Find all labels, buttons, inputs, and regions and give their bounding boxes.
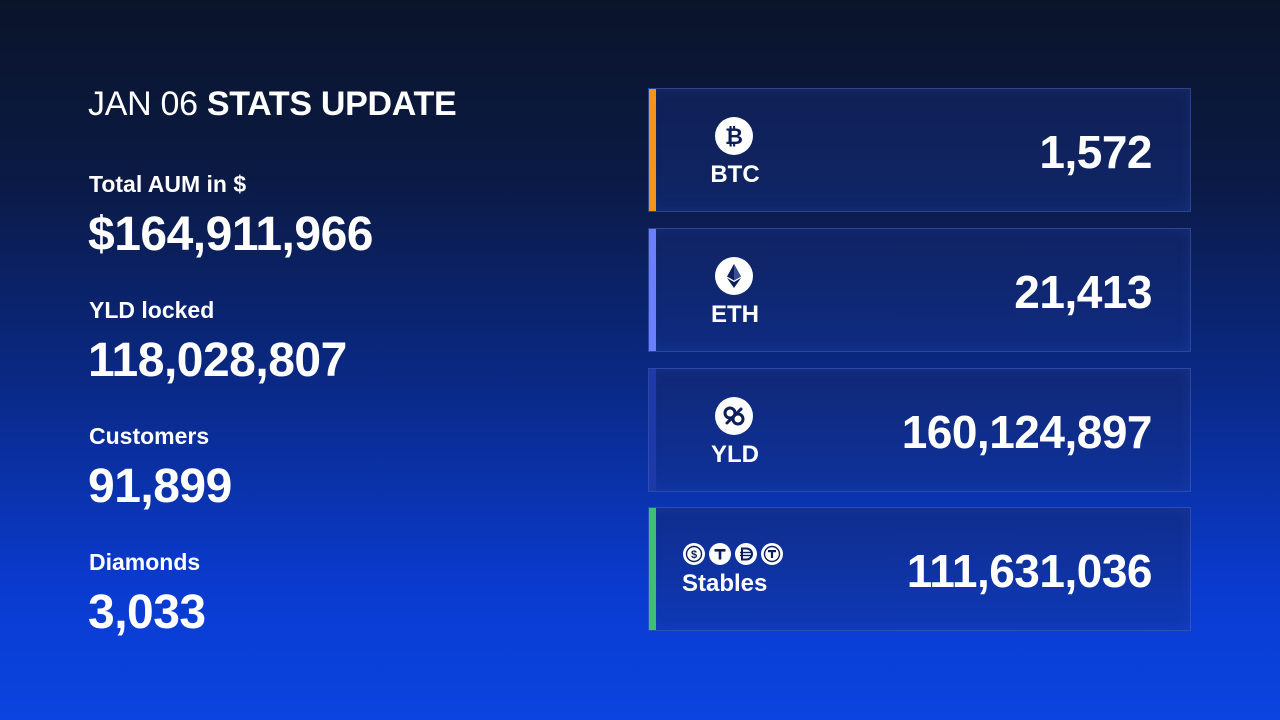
asset-ticker: YLD [711,441,759,468]
yld-icon [715,397,753,435]
stat-label-yld-locked: YLD locked [89,297,215,323]
asset-ticker: Stables [682,570,768,597]
bitcoin-icon: ₿ [715,117,753,155]
ethereum-icon [715,257,753,295]
stat-value-yld-locked: 118,028,807 [88,334,347,387]
page-title: JAN 06 STATS UPDATE [88,84,457,124]
asset-amount: 21,413 [1014,266,1152,318]
stat-label-customers: Customers [89,423,210,449]
accent-bar [649,369,656,491]
stat-label-diamonds: Diamonds [89,549,201,575]
asset-amount: 1,572 [1039,126,1152,178]
stat-value-customers: 91,899 [88,460,232,513]
update-date: JAN 06 [88,85,198,123]
asset-amount: 111,631,036 [906,545,1153,597]
stat-value-aum: $164,911,966 [88,208,373,261]
usdc-icon: $ [683,543,705,565]
asset-card-eth: ETH 21,413 [648,228,1191,352]
update-title: STATS UPDATE [206,85,457,123]
trueusd-icon [761,543,783,565]
stat-label-aum: Total AUM in $ [89,171,247,197]
dai-icon [735,543,757,565]
accent-bar [649,229,656,351]
asset-amount: 160,124,897 [901,406,1153,458]
asset-card-btc: ₿ BTC 1,572 [648,88,1191,212]
asset-ticker: ETH [711,301,759,328]
accent-bar [649,508,656,630]
tether-icon [709,543,731,565]
asset-card-yld: YLD 160,124,897 [648,368,1191,492]
asset-card-stables: $ Stables 111,631,036 [648,507,1191,631]
accent-bar [649,89,656,211]
stables-icons: $ [683,543,783,565]
stat-value-diamonds: 3,033 [88,586,206,639]
svg-text:₿: ₿ [725,124,743,149]
svg-text:$: $ [691,549,697,561]
asset-ticker: BTC [710,161,760,188]
